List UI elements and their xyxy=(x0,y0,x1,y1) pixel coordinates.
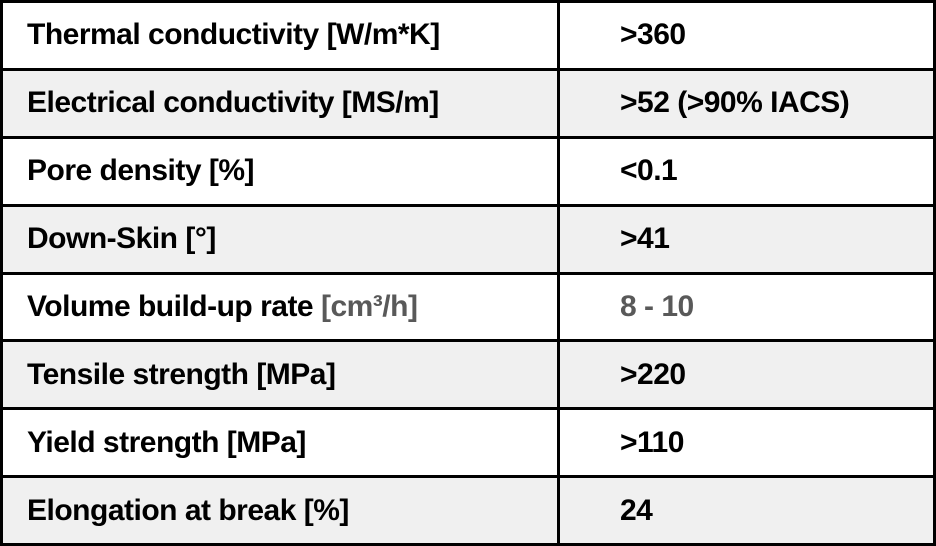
property-label-cell: Volume build-up rate [cm³/h] xyxy=(3,274,560,340)
property-label-cell: Yield strength [MPa] xyxy=(3,410,560,476)
property-value-cell: 8 - 10 xyxy=(560,275,933,340)
property-label-cell: Electrical conductivity [MS/m] xyxy=(3,70,560,136)
table-row: Thermal conductivity [W/m*K] >360 xyxy=(3,3,933,68)
property-label: Volume build-up rate xyxy=(27,289,321,323)
property-label-cell: Down-Skin [°] xyxy=(3,206,560,272)
property-label: Electrical conductivity [MS/m] xyxy=(27,86,439,120)
property-value: 24 xyxy=(620,493,653,527)
property-value-cell: >41 xyxy=(560,207,933,272)
property-value: >220 xyxy=(620,357,686,391)
table-row: Elongation at break [%] 24 xyxy=(3,475,933,543)
table-row: Yield strength [MPa] >110 xyxy=(3,407,933,476)
property-label: Thermal conductivity [W/m*K] xyxy=(27,18,440,52)
property-value-cell: >220 xyxy=(560,342,933,407)
property-value-cell: 24 xyxy=(560,478,933,543)
property-label-cell: Pore density [%] xyxy=(3,138,560,204)
property-value: >41 xyxy=(620,222,670,256)
table-row: Electrical conductivity [MS/m] >52 (>90%… xyxy=(3,67,933,136)
property-value: >52 (>90% IACS) xyxy=(620,86,850,120)
property-value: >110 xyxy=(620,425,684,459)
property-label-cell: Thermal conductivity [W/m*K] xyxy=(3,3,560,68)
property-value: <0.1 xyxy=(620,154,678,188)
property-value-cell: >360 xyxy=(560,3,933,68)
property-value: >360 xyxy=(620,18,686,52)
property-value: 8 - 10 xyxy=(620,289,694,323)
table-row: Pore density [%] <0.1 xyxy=(3,135,933,204)
property-label: Pore density [%] xyxy=(27,154,255,188)
property-value-cell: >110 xyxy=(560,410,933,475)
property-label: Tensile strength [MPa] xyxy=(27,357,336,391)
property-label: Yield strength [MPa] xyxy=(27,425,306,459)
property-unit: [cm³/h] xyxy=(320,289,418,323)
table-row: Volume build-up rate [cm³/h] 8 - 10 xyxy=(3,271,933,340)
property-label-cell: Tensile strength [MPa] xyxy=(3,342,560,408)
property-label: Elongation at break [%] xyxy=(27,493,349,527)
property-label: Down-Skin [°] xyxy=(27,222,216,256)
property-value-cell: >52 (>90% IACS) xyxy=(560,71,933,136)
table-row: Down-Skin [°] >41 xyxy=(3,203,933,272)
property-label-cell: Elongation at break [%] xyxy=(3,478,560,543)
property-value-cell: <0.1 xyxy=(560,139,933,204)
table-row: Tensile strength [MPa] >220 xyxy=(3,339,933,408)
